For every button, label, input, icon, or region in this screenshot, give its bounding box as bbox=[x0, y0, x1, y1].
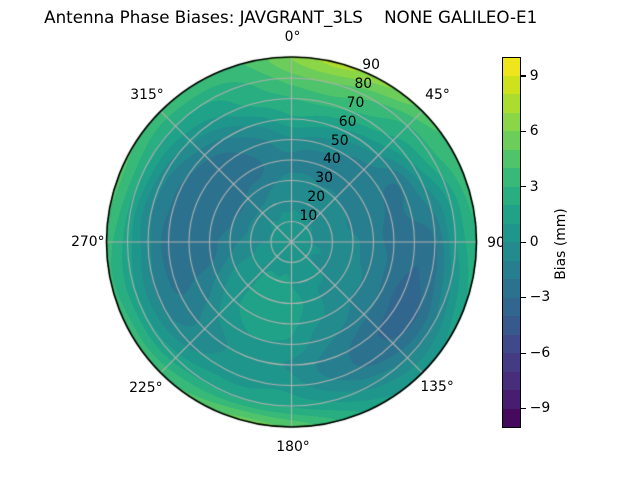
colorbar-band bbox=[503, 260, 521, 280]
radial-tick-label: 20 bbox=[307, 189, 326, 206]
colorbar-band bbox=[503, 279, 521, 299]
colorbar-tick bbox=[521, 130, 527, 132]
colorbar-band bbox=[503, 297, 521, 317]
colorbar-band bbox=[503, 112, 521, 132]
radial-tick-label: 60 bbox=[338, 113, 357, 130]
colorbar-band bbox=[503, 168, 521, 188]
theta-tick-label: 45° bbox=[425, 86, 450, 103]
colorbar-band bbox=[503, 186, 521, 206]
colorbar-band bbox=[503, 353, 521, 373]
colorbar-band bbox=[503, 223, 521, 243]
colorbar-tick bbox=[521, 241, 527, 243]
colorbar-outline bbox=[502, 56, 522, 428]
radial-tick-label: 50 bbox=[330, 132, 349, 149]
colorbar-tick bbox=[521, 407, 527, 410]
colorbar-tick-label: 6 bbox=[529, 123, 539, 140]
colorbar-band bbox=[503, 242, 521, 262]
colorbar-tick-label: −3 bbox=[529, 289, 551, 306]
colorbar-tick bbox=[521, 297, 527, 299]
colorbar-tick bbox=[521, 352, 527, 354]
theta-tick-label: 0° bbox=[284, 29, 301, 46]
colorbar-tick-label: 0 bbox=[529, 234, 539, 251]
radial-tick-label: 70 bbox=[346, 94, 365, 111]
colorbar-tick bbox=[521, 186, 527, 188]
colorbar-band bbox=[503, 334, 521, 354]
colorbar-swatches bbox=[503, 57, 521, 428]
colorbar-band bbox=[503, 149, 521, 169]
theta-tick-label: 90 bbox=[487, 234, 505, 251]
colorbar-band bbox=[503, 75, 521, 95]
colorbar-tick bbox=[521, 75, 527, 77]
colorbar-axis-label: Bias (mm) bbox=[552, 208, 569, 280]
radial-tick-label: 80 bbox=[354, 75, 373, 92]
colorbar-band bbox=[503, 390, 521, 410]
colorbar-band bbox=[503, 408, 521, 428]
theta-tick-label: 315° bbox=[130, 87, 164, 104]
radial-tick-label: 40 bbox=[323, 151, 341, 168]
colorbar-tick-label: −9 bbox=[529, 400, 551, 417]
radial-tick-label: 90 bbox=[362, 56, 380, 73]
colorbar-band bbox=[503, 57, 521, 77]
theta-tick-label: 135° bbox=[420, 378, 454, 395]
colorbar-band bbox=[503, 94, 521, 114]
theta-tick-label: 225° bbox=[129, 379, 163, 396]
colorbar-band bbox=[503, 131, 521, 151]
radial-tick-label: 30 bbox=[315, 170, 333, 187]
theta-tick-label: 270° bbox=[71, 234, 105, 251]
theta-tick-label: 180° bbox=[276, 439, 310, 456]
colorbar-tick-label: 3 bbox=[529, 178, 539, 195]
colorbar-tick-label: 9 bbox=[529, 67, 539, 84]
radial-tick-label: 10 bbox=[299, 208, 318, 225]
colorbar-tick-label: −6 bbox=[529, 344, 551, 361]
colorbar-band bbox=[503, 205, 521, 225]
colorbar-band bbox=[503, 316, 521, 336]
colorbar-band bbox=[503, 371, 521, 391]
